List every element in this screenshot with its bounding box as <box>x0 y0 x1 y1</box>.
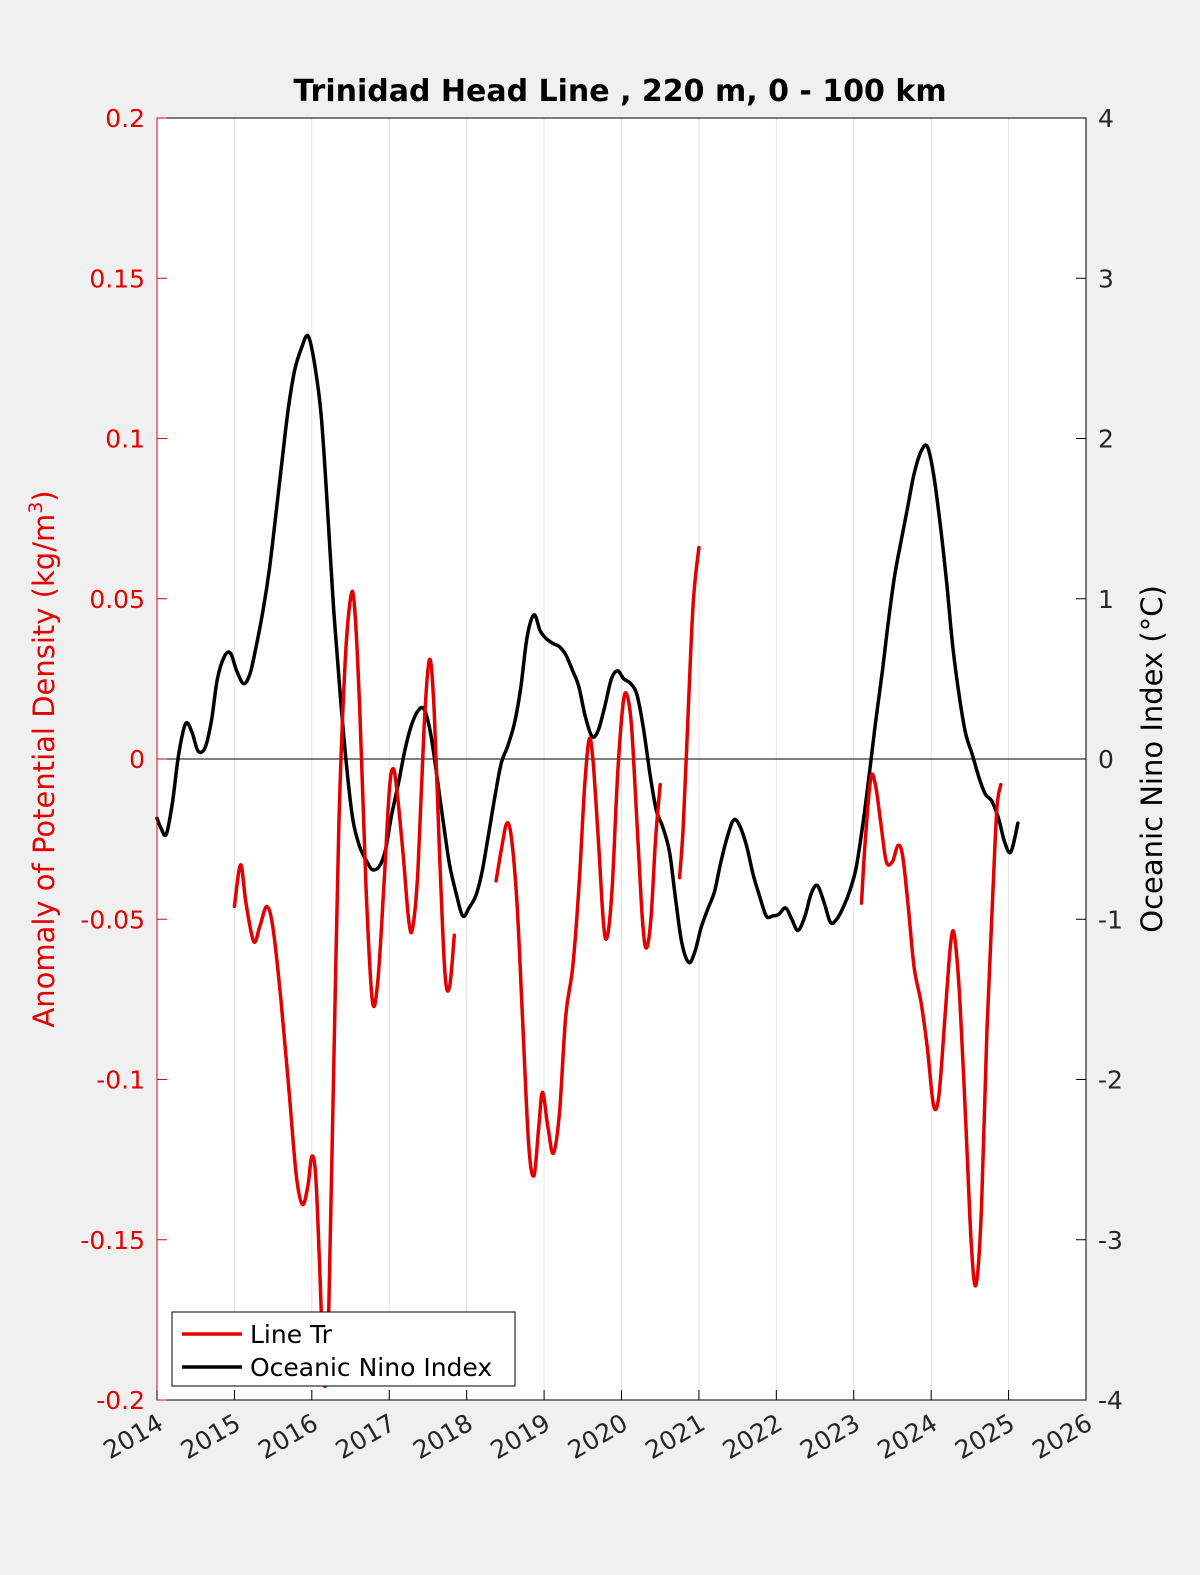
y-axis-left-label: Anomaly of Potential Density (kg/m3) <box>25 490 61 1027</box>
y-right-tick-label: -3 <box>1098 1226 1123 1255</box>
y-axis-right-label: Oceanic Nino Index (°C) <box>1135 585 1169 933</box>
series-line-tr <box>232 589 457 1389</box>
y-right-tick-label: 4 <box>1098 104 1114 133</box>
y-left-tick-label: 0 <box>129 745 145 774</box>
y-axis-left-label-text: Anomaly of Potential Density (kg/m <box>27 514 61 1028</box>
y-right-tick-label: 1 <box>1098 585 1114 614</box>
y-right-tick-label: 3 <box>1098 264 1114 293</box>
series-line-tr <box>677 545 701 880</box>
y-right-tick-label: 2 <box>1098 425 1114 454</box>
y-axis-left-label-close: ) <box>27 490 61 501</box>
y-left-tick-label: 0.2 <box>105 104 145 133</box>
series-line-tr <box>859 772 1003 1288</box>
y-left-tick-label: -0.1 <box>96 1066 145 1095</box>
y-left-tick-label: 0.05 <box>89 585 145 614</box>
y-right-tick-label: 0 <box>1098 745 1114 774</box>
legend: Line Tr Oceanic Nino Index <box>171 1311 516 1387</box>
legend-box <box>171 1311 516 1387</box>
chart-title: Trinidad Head Line , 220 m, 0 - 100 km <box>293 74 946 109</box>
y-right-tick-label: -4 <box>1098 1386 1123 1415</box>
y-axis-left-label-sup: 3 <box>25 502 47 514</box>
legend-line-tr-label: Line Tr <box>250 1320 333 1349</box>
y-left-tick-label: -0.05 <box>80 905 145 934</box>
y-left-tick-label: -0.15 <box>80 1226 145 1255</box>
series-layer <box>155 333 1020 1389</box>
y-right-tick-label: -1 <box>1098 905 1123 934</box>
y-right-tick-label: -2 <box>1098 1066 1123 1095</box>
series-line-tr <box>494 691 662 1178</box>
y-left-tick-label: -0.2 <box>96 1386 145 1415</box>
y-left-tick-label: 0.1 <box>105 425 145 454</box>
legend-oni-label: Oceanic Nino Index <box>250 1353 492 1382</box>
y-left-tick-label: 0.15 <box>89 264 145 293</box>
series-oni <box>155 333 1020 965</box>
